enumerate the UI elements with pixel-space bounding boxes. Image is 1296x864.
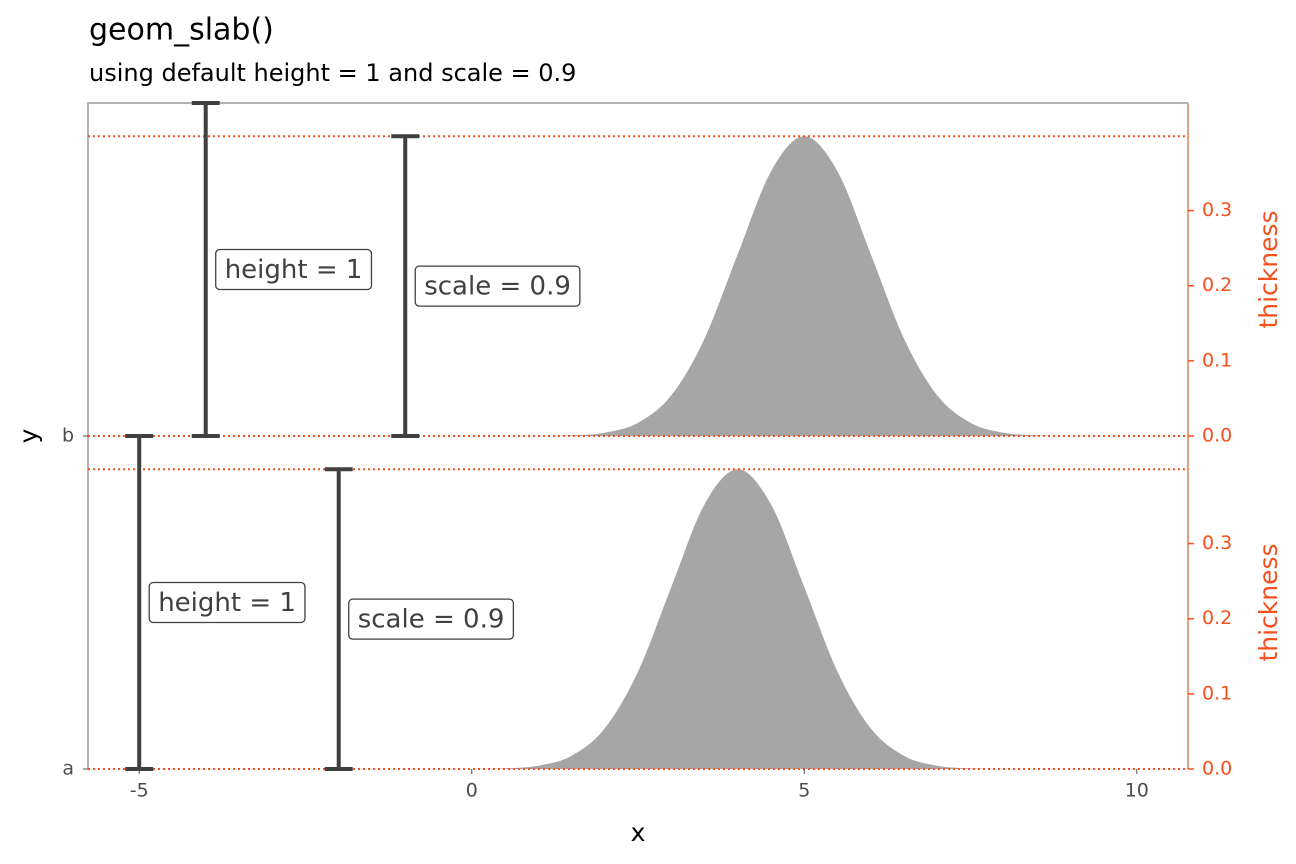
- y-tick-label: b: [62, 425, 74, 447]
- y2-tick-label: 0.0: [1202, 758, 1232, 780]
- y-axis-title: y: [14, 428, 43, 443]
- annotation-label: height = 1: [158, 588, 296, 618]
- slab: [471, 136, 1137, 436]
- x-tick-label: 5: [798, 780, 810, 802]
- label-box: [215, 248, 373, 291]
- chart-title: geom_slab(): [89, 13, 274, 48]
- y2-axis-title: thickness: [1254, 210, 1283, 328]
- y2-axis-title: thickness: [1254, 543, 1283, 661]
- label-box: [348, 598, 515, 640]
- annotation-label: scale = 0.9: [424, 272, 571, 302]
- x-axis-title: x: [631, 818, 646, 847]
- y2-tick-label: 0.3: [1202, 532, 1232, 554]
- y2-tick-label: 0.2: [1202, 274, 1232, 296]
- x-tick-label: 10: [1125, 780, 1149, 802]
- x-tick-label: -5: [130, 780, 149, 802]
- x-tick-label: 0: [466, 780, 478, 802]
- y2-tick-label: 0.2: [1202, 607, 1232, 629]
- y-tick-label: a: [62, 758, 74, 780]
- label-box: [414, 265, 581, 307]
- slab: [471, 469, 1137, 769]
- y2-tick-label: 0.1: [1202, 682, 1232, 704]
- y2-tick-label: 0.1: [1202, 349, 1232, 371]
- panel-border: [87, 102, 1188, 769]
- chart-subtitle: using default height = 1 and scale = 0.9: [89, 59, 576, 87]
- annotation-label: height = 1: [225, 255, 363, 285]
- label-box: [148, 581, 306, 624]
- y2-tick-label: 0.0: [1202, 425, 1232, 447]
- y2-tick-label: 0.3: [1202, 199, 1232, 221]
- annotation-label: scale = 0.9: [358, 605, 505, 635]
